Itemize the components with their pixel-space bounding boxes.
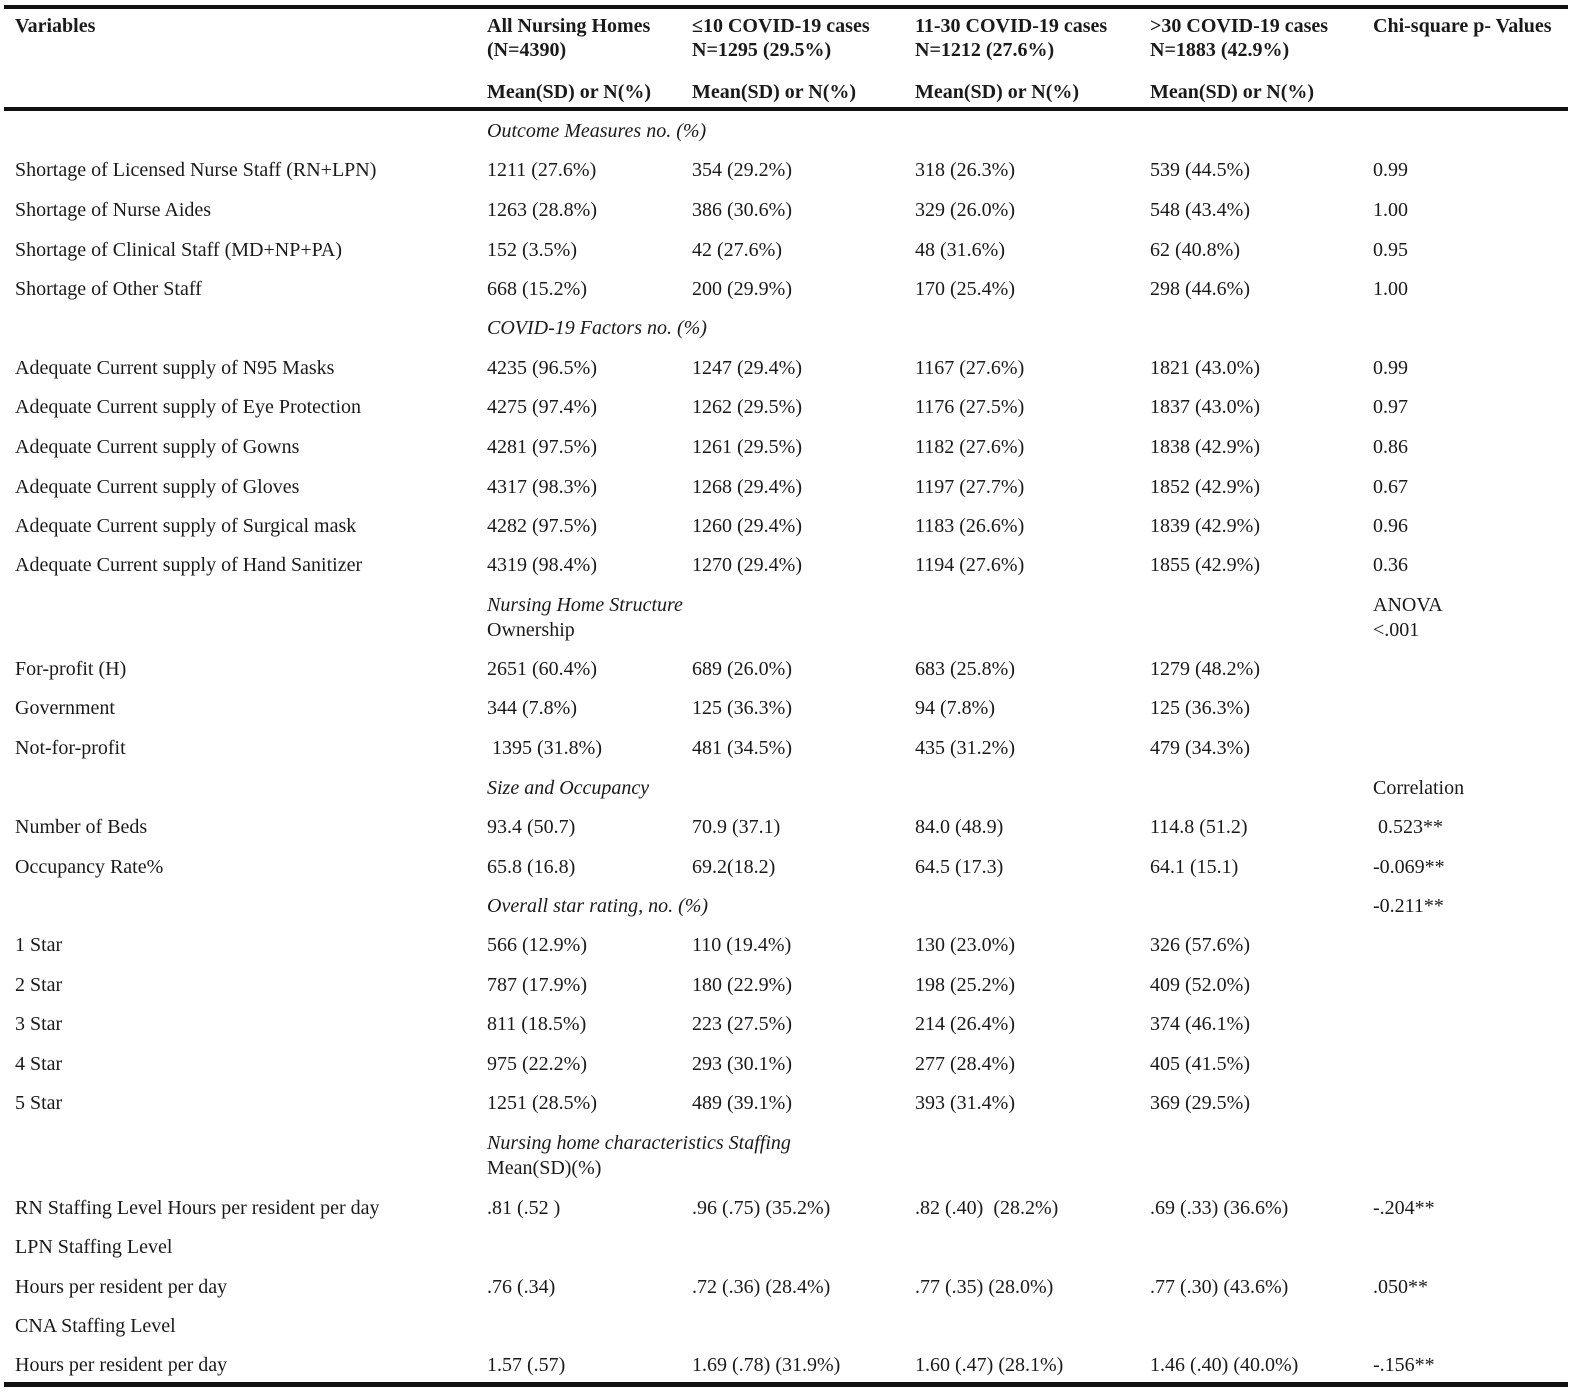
header-le10-cases: ≤10 COVID-19 cases N=1295 (29.5%) [692,15,870,61]
header-variables: Variables [15,15,96,37]
subheader-all: Mean(SD) or N(%) [487,81,652,103]
star-rating-stat: -0.211** [1373,895,1444,917]
header-gt30-cases: >30 COVID-19 cases N=1883 (42.9%) [1150,15,1329,61]
header-all-nursing-homes: All Nursing Homes (N=4390) [487,15,651,61]
correlation-label: Correlation [1373,777,1465,799]
table-top-rule [4,5,1568,9]
subheader-gt30: Mean(SD) or N(%) [1150,81,1315,103]
anova-stat: ANOVA <.001 [1373,594,1443,641]
header-p-values: Chi-square p- Values [1373,15,1552,37]
table-header: Variables All Nursing Homes (N=4390) ≤10… [0,14,1576,106]
header-11-30-cases: 11-30 COVID-19 cases N=1212 (27.6%) [915,15,1108,61]
table-bottom-rule [4,1382,1568,1387]
subheader-11-30: Mean(SD) or N(%) [915,81,1080,103]
header-bottom-rule [4,107,1568,111]
subheader-le10: Mean(SD) or N(%) [692,81,857,103]
